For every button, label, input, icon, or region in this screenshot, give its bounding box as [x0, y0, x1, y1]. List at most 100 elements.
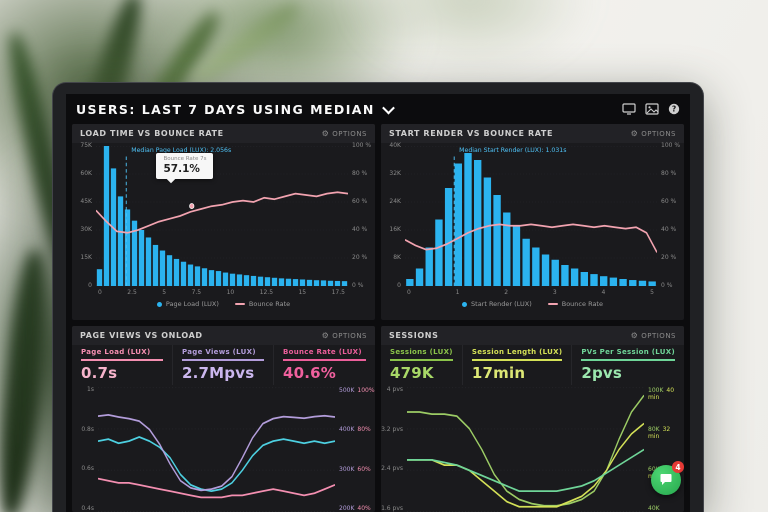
tooltip-sub: 7s [200, 156, 207, 162]
tick-label: 0 [88, 282, 92, 289]
y-axis-left: 75K 60K 45K 30K 15K 0 [72, 143, 96, 289]
title-metric: MEDIAN [310, 101, 375, 117]
tick-label: 60K [80, 170, 92, 177]
metric-label: Page Views (LUX) [182, 345, 264, 361]
legend-label: Page Load (LUX) [165, 300, 219, 308]
metric-value: 2.7Mpvs [182, 364, 255, 382]
tick-label: 45K [80, 198, 92, 205]
tick-label: 0.8s [81, 425, 94, 433]
chat-widget-button[interactable]: 4 [651, 461, 684, 495]
panel-grid: LOAD TIME VS BOUNCE RATE ⚙ OPTIONS 75K 60K… [66, 124, 690, 512]
tick-label: 4 [601, 289, 606, 296]
legend-page-load[interactable]: Page Load (LUX) [156, 300, 219, 308]
tick-label: 5 [162, 289, 167, 296]
metric-pvs-per-session: PVs Per Session (LUX) 2pvs [572, 345, 684, 385]
panel-title: LOAD TIME VS BOUNCE RATE [80, 129, 224, 138]
histogram-line-chart [96, 146, 348, 286]
tick-label: 2.4 pvs [381, 465, 403, 473]
tick-label: 1 [455, 289, 460, 296]
axis-pair: 80K 32 min [648, 426, 671, 441]
tick-label: 16K [389, 226, 401, 233]
dashboard-header: USERS: LAST 7 DAYS USING MEDIAN ? [66, 94, 690, 124]
title-range: LAST 7 DAYS [141, 101, 247, 117]
tick-label: 0.6s [81, 465, 94, 473]
tick-label: 0 [407, 289, 411, 296]
options-label: OPTIONS [641, 331, 676, 340]
dashboard-screen: USERS: LAST 7 DAYS USING MEDIAN ? LOAD T… [66, 94, 690, 512]
help-icon[interactable]: ? [668, 100, 680, 119]
metric-label: Page Load (LUX) [81, 345, 163, 361]
page-views-onload-chart[interactable] [98, 387, 335, 512]
options-button[interactable]: ⚙ OPTIONS [631, 331, 676, 340]
panel-header: SESSIONS ⚙ OPTIONS [381, 326, 684, 345]
chat-bubble-icon [660, 474, 672, 485]
svg-text:?: ? [672, 104, 676, 113]
tick-label: 4 pvs [386, 386, 403, 393]
y-axis-left: 1s 0.8s 0.6s 0.4s [72, 387, 98, 512]
axis-pair: 500K 100% [339, 387, 375, 394]
sessions-chart[interactable] [407, 387, 644, 512]
tick-label: 5 [650, 289, 654, 296]
options-button[interactable]: ⚙ OPTIONS [322, 129, 367, 138]
axis-pair: 400K 80% [339, 426, 371, 434]
tick-label: 15K [80, 254, 92, 261]
panel-header: PAGE VIEWS VS ONLOAD ⚙ OPTIONS [72, 326, 375, 345]
axis-pair: 300K 60% [339, 465, 371, 473]
metric-value: 479K [390, 364, 434, 382]
axis-pair: 200K 40% [339, 504, 371, 512]
metric-value: 2pvs [581, 364, 623, 382]
options-label: OPTIONS [332, 331, 367, 340]
chart-legend: Start Render (LUX) Bounce Rate [381, 300, 684, 308]
options-button[interactable]: ⚙ OPTIONS [631, 129, 676, 138]
tick-label: 80 % [661, 170, 677, 177]
tick-label: 12.5 [259, 289, 274, 296]
chart-legend: Page Load (LUX) Bounce Rate [72, 300, 375, 308]
tick-label: 40 % [352, 226, 368, 233]
title-prefix: USERS: [76, 101, 136, 117]
panel-sessions: SESSIONS ⚙ OPTIONS Sessions (LUX) 479K Se… [381, 326, 684, 512]
header-icons: ? [622, 100, 680, 119]
legend-start-render[interactable]: Start Render (LUX) [462, 300, 532, 308]
tick-label: 24K [389, 198, 401, 205]
metric-row: Sessions (LUX) 479K Session Length (LUX)… [381, 345, 684, 385]
monitor-icon[interactable] [622, 100, 636, 119]
tick-label: 40K [389, 142, 401, 149]
options-label: OPTIONS [332, 129, 367, 138]
tick-label: 75K [80, 142, 92, 149]
panel-header: START RENDER VS BOUNCE RATE ⚙ OPTIONS [381, 124, 684, 143]
metric-value: 40.6% [283, 364, 337, 382]
y-axis-left: 40K 32K 24K 16K 8K 0 [381, 143, 405, 289]
start-render-chart[interactable]: Median Start Render (LUX): 1.031s [405, 146, 657, 286]
metric-bounce-rate: Bounce Rate (LUX) 40.6% [274, 345, 375, 385]
series-line-icon [547, 303, 558, 305]
tick-label: 2 [504, 289, 509, 296]
chart-tooltip: Bounce Rate 7s 57.1% [156, 153, 214, 179]
y-axis-left: 4 pvs 3.2 pvs 2.4 pvs 1.6 pvs [381, 387, 407, 512]
legend-bounce-rate[interactable]: Bounce Rate [547, 300, 603, 308]
image-icon[interactable] [645, 100, 659, 119]
chart-area: 40K 32K 24K 16K 8K 0 Median Start Render (LUX… [381, 142, 684, 289]
metric-sessions: Sessions (LUX) 479K [381, 345, 463, 385]
panel-title: PAGE VIEWS VS ONLOAD [80, 331, 203, 340]
panel-start-render-vs-bounce-rate: START RENDER VS BOUNCE RATE ⚙ OPTIONS 40K… [381, 124, 684, 320]
metric-label: Bounce Rate (LUX) [283, 345, 366, 361]
tick-label: 80 % [352, 170, 368, 177]
y-axis-right: 500K 100% 400K 80% 300K 60% 200K 40% [335, 387, 375, 512]
options-button[interactable]: ⚙ OPTIONS [322, 331, 367, 340]
tick-label: 7.5 [191, 289, 202, 296]
metric-page-views: Page Views (LUX) 2.7Mpvs [173, 345, 274, 385]
panel-title: START RENDER VS BOUNCE RATE [389, 129, 554, 138]
tick-label: 20 % [661, 254, 677, 261]
median-annotation: Median Start Render (LUX): 1.031s [459, 147, 567, 154]
chart-area: 4 pvs 3.2 pvs 2.4 pvs 1.6 pvs 100K 40 min 80K… [381, 387, 684, 512]
gear-icon: ⚙ [321, 129, 330, 138]
load-time-chart[interactable]: Median Page Load (LUX): 2.056s Bounce Ra… [96, 146, 348, 286]
tick-label: 100 % [661, 142, 681, 149]
panel-title: SESSIONS [389, 331, 439, 340]
users-range-dropdown[interactable]: USERS: LAST 7 DAYS USING MEDIAN [76, 101, 395, 117]
tick-label: 32K [389, 170, 401, 177]
series-dot-icon [462, 301, 468, 307]
legend-bounce-rate[interactable]: Bounce Rate [234, 300, 290, 308]
laptop-bezel: USERS: LAST 7 DAYS USING MEDIAN ? LOAD T… [52, 82, 704, 512]
metric-session-length: Session Length (LUX) 17min [463, 345, 573, 385]
